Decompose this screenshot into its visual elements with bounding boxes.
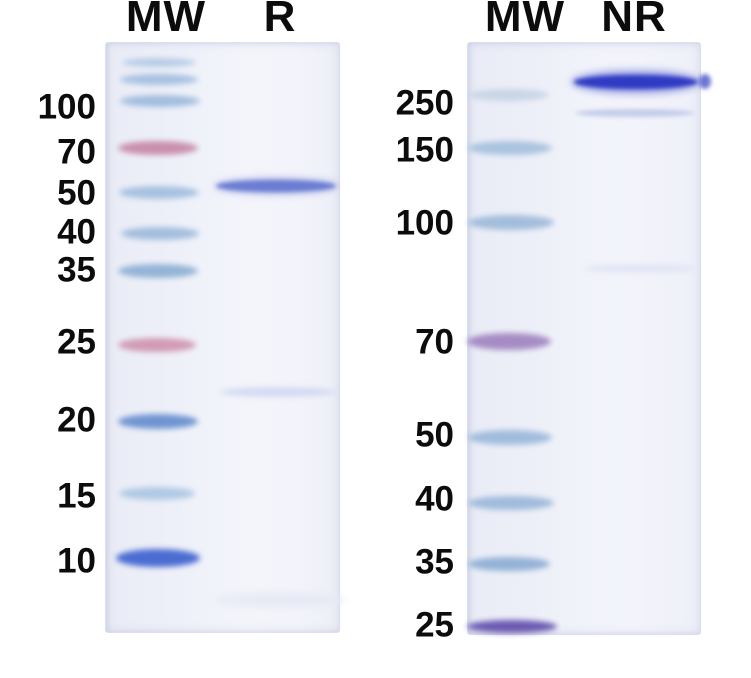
mw-label-nonreduced-40: 40 bbox=[415, 479, 454, 519]
band-reduced-mw-100kda bbox=[120, 95, 200, 107]
band-nonreduced-mw-100kda bbox=[468, 214, 554, 230]
mw-label-reduced-10: 10 bbox=[57, 541, 96, 581]
mw-label-reduced-15: 15 bbox=[57, 476, 96, 516]
band-nonreduced-nr bbox=[584, 263, 696, 273]
mw-label-reduced-70: 70 bbox=[57, 132, 96, 172]
band-nonreduced-nr bbox=[574, 75, 698, 89]
mw-label-nonreduced-150: 150 bbox=[395, 130, 454, 170]
band-reduced-mw-40kda bbox=[121, 226, 199, 240]
mw-label-reduced-50: 50 bbox=[57, 173, 96, 213]
band-reduced-mw-10kda bbox=[116, 549, 200, 567]
mw-label-nonreduced-35: 35 bbox=[415, 542, 454, 582]
mw-label-reduced-25: 25 bbox=[57, 322, 96, 362]
band-reduced-mw-35kda bbox=[118, 264, 198, 278]
band-reduced-mw-15kda bbox=[119, 486, 195, 500]
band-reduced-mw-50kda bbox=[119, 185, 199, 199]
band-nonreduced-mw-25kda bbox=[467, 619, 557, 633]
mw-label-reduced-35: 35 bbox=[57, 250, 96, 290]
band-nonreduced-mw-150kda bbox=[468, 141, 552, 155]
mw-label-reduced-40: 40 bbox=[57, 212, 96, 252]
mw-label-nonreduced-100: 100 bbox=[395, 203, 454, 243]
band-reduced-r bbox=[215, 592, 345, 608]
band-reduced-mw-25kda bbox=[118, 338, 196, 352]
lane-header-reduced-mw: MW bbox=[125, 0, 207, 41]
band-nonreduced-mw-250kda bbox=[469, 89, 549, 101]
band-nonreduced-nr bbox=[575, 109, 695, 117]
band-nonreduced-mw-50kda bbox=[468, 429, 552, 445]
lane-header-nonreduced-mw: MW bbox=[484, 0, 566, 41]
mw-label-nonreduced-25: 25 bbox=[415, 605, 454, 645]
gel-reduced bbox=[105, 42, 340, 633]
mw-label-nonreduced-50: 50 bbox=[415, 415, 454, 455]
band-nonreduced-nr bbox=[699, 73, 711, 89]
mw-label-nonreduced-250: 250 bbox=[395, 83, 454, 123]
band-reduced-r bbox=[216, 180, 336, 192]
band-nonreduced-mw-35kda bbox=[468, 557, 550, 571]
band-reduced-mw bbox=[122, 57, 196, 67]
band-nonreduced-mw-40kda bbox=[468, 496, 554, 510]
mw-label-reduced-100: 100 bbox=[37, 87, 96, 127]
mw-label-reduced-20: 20 bbox=[57, 400, 96, 440]
band-reduced-r bbox=[220, 387, 336, 397]
band-nonreduced-mw-70kda bbox=[467, 332, 551, 350]
lane-header-nonreduced-nr: NR bbox=[601, 0, 667, 41]
band-reduced-mw bbox=[120, 73, 198, 85]
lane-header-reduced-r: R bbox=[263, 0, 297, 41]
mw-label-nonreduced-70: 70 bbox=[415, 322, 454, 362]
band-reduced-mw-70kda bbox=[118, 141, 198, 155]
band-reduced-mw-20kda bbox=[118, 413, 198, 429]
